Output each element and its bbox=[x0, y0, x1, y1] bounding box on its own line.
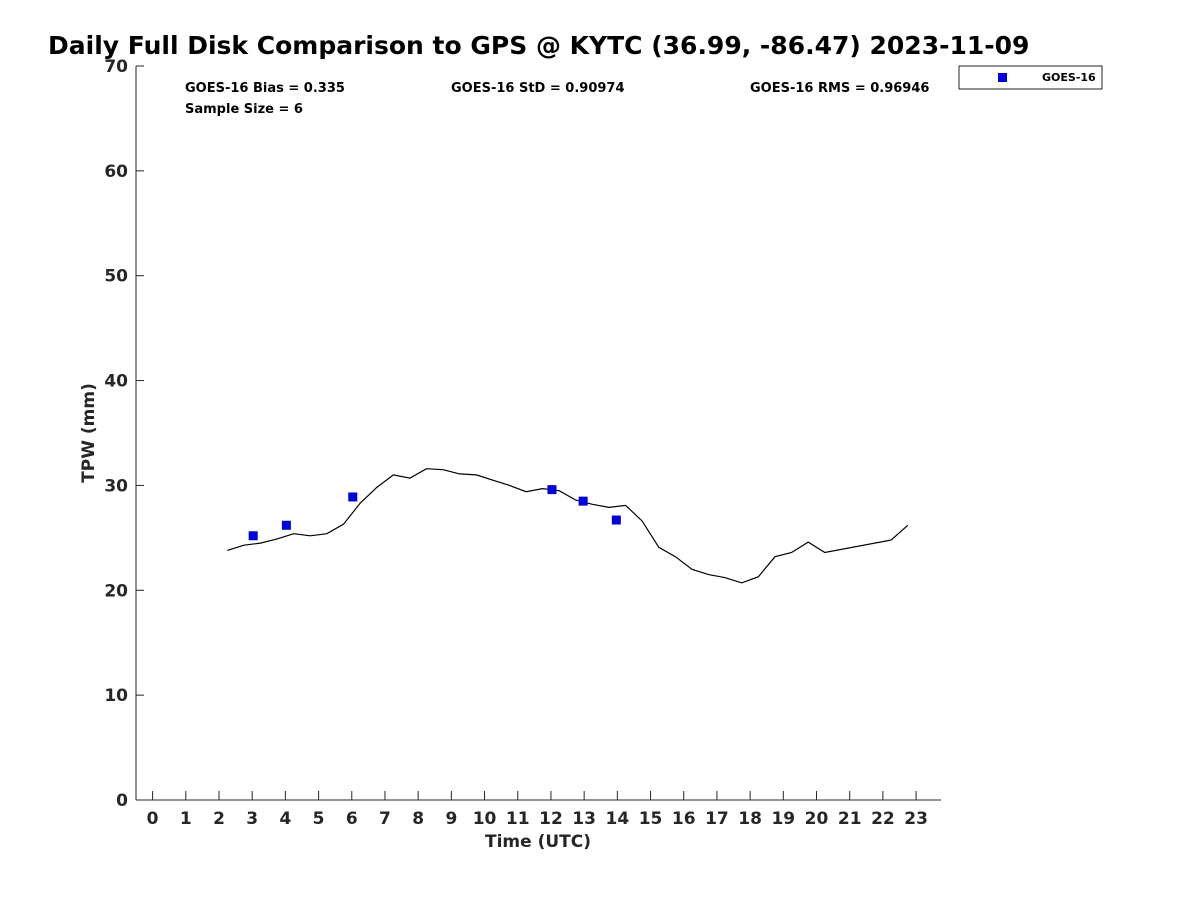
goes16-point bbox=[281, 520, 291, 530]
y-tick-label: 10 bbox=[104, 686, 128, 706]
x-ticks: 0 1 2 3 4 5 6 7 8 9 10 11 12 13 14 15 16 17 18 19 20 21 22 23 bbox=[147, 791, 928, 829]
stat-rms: GOES-16 RMS = 0.96946 bbox=[750, 81, 929, 96]
x-tick-label: 1 bbox=[180, 809, 192, 829]
x-tick-label: 18 bbox=[738, 809, 762, 829]
legend-label-goes16: GOES-16 bbox=[1042, 71, 1096, 84]
goes16-point bbox=[348, 492, 358, 502]
goes16-point bbox=[248, 531, 258, 541]
x-tick-label: 14 bbox=[606, 809, 630, 829]
y-tick-label: 60 bbox=[104, 162, 128, 182]
x-tick-label: 3 bbox=[246, 809, 258, 829]
x-axis-label: Time (UTC) bbox=[485, 832, 591, 852]
stat-bias: GOES-16 Bias = 0.335 bbox=[185, 81, 345, 96]
x-tick-label: 12 bbox=[539, 809, 563, 829]
y-ticks: 0 10 20 30 40 50 60 70 bbox=[104, 57, 144, 811]
legend-marker-goes16 bbox=[998, 73, 1007, 82]
y-axis-label: TPW (mm) bbox=[79, 383, 99, 483]
goes16-point bbox=[578, 496, 588, 506]
y-tick-label: 0 bbox=[116, 791, 128, 811]
x-tick-label: 20 bbox=[805, 809, 829, 829]
y-tick-label: 20 bbox=[104, 581, 128, 601]
plot-area bbox=[227, 468, 909, 584]
x-tick-label: 22 bbox=[871, 809, 895, 829]
y-tick-label: 30 bbox=[104, 476, 128, 496]
x-tick-label: 10 bbox=[473, 809, 497, 829]
goes16-point bbox=[547, 485, 557, 495]
x-tick-label: 17 bbox=[705, 809, 729, 829]
gps-line bbox=[227, 468, 909, 584]
x-tick-label: 4 bbox=[279, 809, 291, 829]
y-tick-label: 70 bbox=[104, 57, 128, 77]
x-tick-label: 15 bbox=[639, 809, 663, 829]
x-tick-label: 0 bbox=[147, 809, 159, 829]
x-tick-label: 16 bbox=[672, 809, 696, 829]
chart-title: Daily Full Disk Comparison to GPS @ KYTC… bbox=[48, 31, 1029, 60]
x-tick-label: 8 bbox=[412, 809, 424, 829]
y-tick-label: 40 bbox=[104, 372, 128, 392]
x-tick-label: 2 bbox=[213, 809, 225, 829]
x-tick-label: 6 bbox=[346, 809, 358, 829]
x-tick-label: 19 bbox=[771, 809, 795, 829]
stat-std: GOES-16 StD = 0.90974 bbox=[451, 81, 625, 96]
x-tick-label: 7 bbox=[379, 809, 391, 829]
x-tick-label: 9 bbox=[445, 809, 457, 829]
goes16-point bbox=[611, 515, 621, 525]
x-tick-label: 5 bbox=[313, 809, 325, 829]
y-tick-label: 50 bbox=[104, 267, 128, 287]
legend: GOES-16 bbox=[958, 65, 1103, 90]
x-tick-label: 13 bbox=[572, 809, 596, 829]
x-tick-label: 11 bbox=[506, 809, 530, 829]
legend-box bbox=[958, 65, 1103, 90]
x-tick-label: 23 bbox=[904, 809, 928, 829]
x-tick-label: 21 bbox=[838, 809, 862, 829]
stat-sample-size: Sample Size = 6 bbox=[185, 102, 303, 117]
